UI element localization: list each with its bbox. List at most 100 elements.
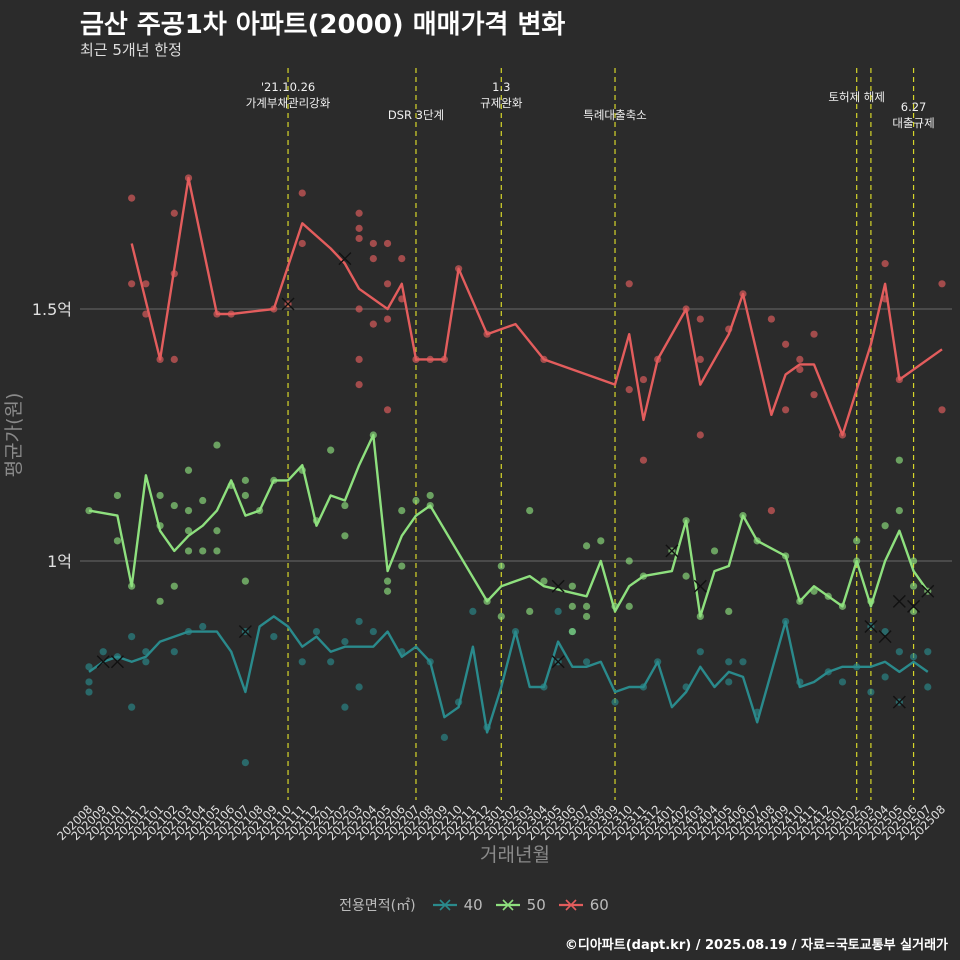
- data-point: [611, 698, 619, 706]
- data-point: [298, 189, 306, 197]
- data-point: [383, 406, 392, 414]
- data-point: [170, 355, 178, 363]
- data-point: [696, 648, 704, 656]
- data-point: [355, 224, 363, 232]
- legend-key-cross: [502, 899, 514, 911]
- annotation-label: 규제완화: [480, 96, 523, 110]
- data-point: [341, 703, 349, 711]
- data-point: [582, 658, 591, 666]
- data-point: [184, 466, 193, 474]
- data-point: [881, 673, 889, 681]
- data-point: [156, 597, 164, 605]
- data-point: [497, 612, 505, 621]
- data-point: [128, 633, 136, 641]
- data-point: [199, 496, 207, 505]
- data-point: [554, 607, 562, 616]
- data-point: [369, 320, 377, 328]
- data-point: [796, 355, 804, 363]
- annotation-label: 6.27: [901, 100, 927, 114]
- data-point: [625, 602, 633, 610]
- cancelled-stroke: [238, 625, 252, 639]
- data-point: [796, 365, 804, 374]
- cancelled-stroke: [338, 252, 352, 266]
- legend-key-cross: [565, 899, 577, 911]
- data-point: [383, 280, 392, 288]
- data-point: [327, 658, 335, 666]
- data-point: [853, 537, 861, 545]
- cancelled-stroke: [878, 630, 892, 644]
- data-point: [909, 582, 918, 590]
- legend-label: 50: [526, 896, 546, 914]
- series-line: [88, 615, 929, 734]
- data-point: [241, 491, 249, 500]
- annotation-label: DSR 3단계: [388, 108, 444, 122]
- data-point: [895, 648, 903, 656]
- data-point: [526, 507, 534, 515]
- legend-key-cross: [439, 899, 451, 911]
- data-point: [85, 688, 93, 696]
- y-tick-label: 1억: [47, 552, 72, 571]
- data-point: [895, 507, 903, 515]
- data-point: [469, 607, 477, 616]
- annotation-label: '21.10.26: [261, 80, 315, 94]
- data-point: [725, 678, 733, 686]
- data-point: [170, 209, 178, 217]
- data-point: [113, 491, 122, 500]
- data-point: [199, 547, 207, 555]
- series-50: [85, 431, 935, 669]
- cancelled-stroke: [665, 544, 679, 558]
- cancelled-stroke: [892, 695, 906, 709]
- data-point: [355, 617, 363, 626]
- data-point: [625, 386, 633, 394]
- cancelled-mark: [892, 594, 906, 608]
- cancelled-mark: [110, 655, 124, 669]
- data-point: [298, 658, 306, 666]
- cancelled-stroke: [864, 620, 878, 634]
- cancelled-stroke: [96, 655, 110, 669]
- data-point: [355, 355, 363, 363]
- cancelled-stroke: [551, 655, 565, 669]
- cancelled-mark: [551, 579, 565, 593]
- data-point: [696, 315, 704, 323]
- data-point: [568, 602, 576, 610]
- data-point: [540, 577, 548, 585]
- data-point: [369, 255, 377, 263]
- data-point: [782, 406, 790, 414]
- data-point: [369, 627, 377, 636]
- x-axis-title: 거래년월: [480, 844, 550, 866]
- chart-subtitle: 최근 5개년 한정: [80, 41, 182, 59]
- data-point: [184, 527, 193, 535]
- data-point: [355, 381, 363, 389]
- data-point: [199, 622, 207, 631]
- legend-item-60: 60: [558, 896, 609, 914]
- data-point: [782, 340, 790, 348]
- y-axis: 1억 1.5억: [32, 300, 72, 571]
- y-axis-title: 평균가(원): [3, 393, 25, 478]
- chart-title: 금산 주공1차 아파트(2000) 매매가격 변화: [80, 10, 566, 40]
- data-point: [526, 607, 534, 616]
- data-point: [682, 572, 690, 580]
- data-point: [213, 527, 221, 535]
- data-point: [355, 305, 363, 313]
- cancelled-stroke: [281, 297, 295, 311]
- legend-label: 40: [463, 896, 483, 914]
- legend-key-icon: [432, 899, 457, 911]
- legend-title: 전용면적(㎡): [339, 898, 416, 914]
- cancelled-stroke: [907, 599, 921, 613]
- data-point: [142, 280, 150, 288]
- data-point: [725, 658, 733, 666]
- data-point: [398, 255, 406, 263]
- data-point: [497, 562, 505, 570]
- series-layer: [85, 174, 946, 767]
- data-point: [213, 441, 221, 449]
- cancelled-stroke: [921, 584, 935, 598]
- data-point: [369, 239, 377, 248]
- data-point: [341, 532, 349, 540]
- data-point: [298, 239, 306, 248]
- data-point: [341, 501, 349, 510]
- annotation-label: 특례대출축소: [583, 108, 646, 122]
- data-point: [639, 375, 648, 384]
- cancelled-mark: [907, 599, 921, 613]
- data-point: [113, 537, 122, 545]
